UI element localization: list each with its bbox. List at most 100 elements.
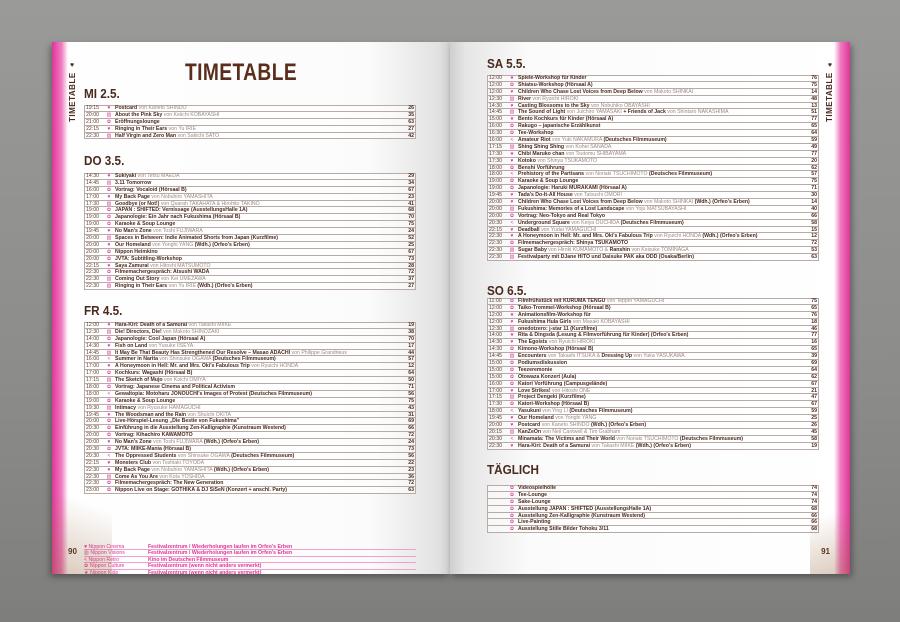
page-number: 90 bbox=[68, 547, 77, 556]
square-icon: ▥ bbox=[106, 234, 112, 241]
event-title: Our Homeland von Yonghi YANG (Wdh.) (Orf… bbox=[115, 242, 403, 248]
event-name: JAPAN : SHIFTED: Vernissage (Ausstellung… bbox=[115, 207, 248, 214]
event-credit: von Teppei YAMAGUCHI bbox=[605, 298, 665, 305]
page-ref: 45 bbox=[811, 428, 817, 435]
event-title: Filmemachergespräch: Shinya TSUKAMOTO bbox=[518, 240, 806, 246]
time: 19:00 bbox=[86, 207, 99, 214]
schedule-row: 20:30 < The Oppressed Students von Shinsuk… bbox=[84, 453, 416, 460]
event-name: Intimacy bbox=[115, 404, 137, 411]
event-credit: von Nobuhiko OBAYASHI bbox=[589, 102, 650, 109]
event-credit: von Toshi FUJIWARA bbox=[151, 228, 203, 235]
schedule-row: 20:00 ✿ Vortrag: Kihachiro KAWAMOTO 72 bbox=[84, 432, 416, 440]
schedule-row: 16:00 < Amateur Riot von Yuki NAKAMURA (De… bbox=[487, 137, 819, 144]
schedule-row: 17:30 ♥ Kotoko von Shinya TSUKAMOTO 20 bbox=[487, 158, 819, 165]
event-name: Project Dengeki (Kurzfilme) bbox=[518, 394, 586, 401]
event-name: Ausstellung JAPAN : SHIFTED (Ausstellung… bbox=[518, 505, 652, 512]
schedule-table: 12:00 ★ Spiele-Workshop für Kinder 76 12:00 ✿… bbox=[487, 75, 819, 262]
event-name: Gewaltopia: Motoharu JONOUCHI's Images o… bbox=[115, 390, 312, 397]
flower-icon: ✿ bbox=[84, 563, 89, 570]
schedule-row: 17:30 ★ Chibi Maruko chan von Tsutomu SHIB… bbox=[487, 151, 819, 158]
schedule-row: 20:00 ✿ Live-Hörspiel-Lesung „Die Bestie v… bbox=[84, 418, 416, 426]
time: 16:30 bbox=[489, 130, 502, 137]
flower-icon: ✿ bbox=[106, 221, 112, 228]
schedule-table: ✿ Videospielhölle 74 ✿ Tee-Lounge 74 ✿ Sake-Lou… bbox=[487, 485, 819, 534]
event-title: Amateur Riot von Yuki NAKAMURA (Deutsche… bbox=[518, 137, 806, 143]
legend-location: Kino im Deutschen Filmmuseum bbox=[148, 556, 229, 563]
schedule-row: 12:00 ✿ Shiatsu-Workshop (Hörsaal A) 75 bbox=[487, 82, 819, 89]
event-name: Ranshin bbox=[609, 247, 631, 254]
event-title: Ringing in Their Ears von Yu IRIE (Wdh.)… bbox=[115, 283, 403, 289]
time: 12:00 bbox=[86, 322, 99, 329]
page-ref: 16 bbox=[811, 339, 817, 346]
event-title: Karaoke & Soup Lounge bbox=[518, 178, 806, 184]
event-credit: von Yoju MATSUBAYASHI bbox=[624, 205, 687, 212]
page-ref: 70 bbox=[408, 214, 414, 221]
time: 17:15 bbox=[489, 394, 502, 401]
day-heading: SO 6.5. bbox=[487, 283, 527, 298]
event-credit: von Yuka YASUKAWA bbox=[632, 353, 685, 360]
chevron-left-icon: < bbox=[510, 171, 514, 178]
square-icon: ▥ bbox=[106, 349, 112, 356]
page-ref: 49 bbox=[811, 143, 817, 150]
event-name: Vortrag: Japanese Cinema and Political A… bbox=[115, 383, 235, 390]
time: 19:45 bbox=[86, 228, 99, 235]
schedule-row: 14:00 ★ Rita & Dingsda (Lesung & Filmvorfü… bbox=[487, 332, 819, 340]
event-title: Vortrag: Japanese Cinema and Political A… bbox=[115, 384, 403, 390]
schedule-row: 19:15 ♥ Postcard von Kaneto SHINDO 26 bbox=[84, 105, 416, 112]
event-title: Deadball von Yudai YAMAGUCHI bbox=[518, 227, 806, 233]
page-ref: 76 bbox=[811, 75, 817, 82]
time: 20:00 bbox=[86, 255, 99, 262]
event-name: Goodbye (or Not!) bbox=[115, 200, 160, 207]
flower-icon: ✿ bbox=[509, 130, 515, 137]
event-title: Karaoke & Soup Lounge bbox=[115, 221, 403, 227]
page-ref: 19 bbox=[811, 442, 817, 449]
page-ref: 64 bbox=[811, 130, 817, 137]
event-name: Children Who Chase Lost Voices from Deep… bbox=[518, 198, 643, 205]
time: 14:30 bbox=[86, 173, 99, 180]
heart-icon: ♥ bbox=[510, 318, 514, 325]
event-credit: von Yudai YAMAGUCHI bbox=[539, 226, 597, 233]
event-credit: von Makoto SHINOZAKI bbox=[161, 328, 220, 335]
event-name: Katori Vorführung (Campusgelände) bbox=[518, 380, 608, 387]
flower-icon: ✿ bbox=[106, 335, 112, 342]
time: 20:30 bbox=[86, 452, 99, 459]
event-credit: von Hitoshi MATSUMOTO bbox=[148, 262, 211, 269]
page-ref: 70 bbox=[408, 335, 414, 342]
heart-icon: ♥ bbox=[107, 262, 111, 269]
event-name: Prehistory of the Partisans bbox=[518, 171, 585, 178]
event-name: Ausstellung Zen-Kalligraphie (Kunstraum … bbox=[518, 512, 646, 519]
event-title: Yasukuni von Ying LI (Deutsches Filmmuse… bbox=[518, 408, 806, 414]
event-credit: von Ying LI bbox=[540, 408, 570, 415]
time: 14:30 bbox=[489, 339, 502, 346]
event-title: KanZeOn von Neil Cantwell & Tim Grabham bbox=[518, 429, 806, 435]
square-icon: ▥ bbox=[509, 109, 515, 116]
event-title: A Honeymoon in Hell: Mr. and Mrs. Oki's … bbox=[518, 233, 806, 239]
event-credit: von Shintaro NAKASHIMA bbox=[665, 109, 729, 116]
page-ref: 12 bbox=[408, 363, 414, 370]
square-icon: ▥ bbox=[106, 404, 112, 411]
event-title: Shiatsu-Workshop (Hörsaal A) bbox=[518, 82, 806, 88]
event-title: Postcard von Kaneto SHINDO bbox=[115, 105, 403, 111]
flower-icon: ✿ bbox=[509, 164, 515, 171]
time: 14:45 bbox=[86, 349, 99, 356]
event-name: Karaoke & Soup Lounge bbox=[115, 221, 176, 228]
event-name: Teezeremonie bbox=[518, 366, 553, 373]
event-name: Kimono-Workshop (Hörsaal B) bbox=[518, 346, 594, 353]
schedule-row: 20:30 < Underground Square von Keiya OUCHI… bbox=[487, 220, 819, 227]
event-title: Japanologie: Haruki MURAKAMI (Hörsaal A) bbox=[518, 185, 806, 191]
event-title: Children Who Chase Lost Voices from Deep… bbox=[518, 199, 806, 205]
event-title: Spaces in Between: Indie Animated Shorts… bbox=[115, 235, 403, 241]
event-title: Videospielhölle bbox=[518, 485, 806, 491]
time: 19:45 bbox=[489, 192, 502, 199]
page-ref: 77 bbox=[811, 150, 817, 157]
page-ref: 73 bbox=[408, 255, 414, 262]
time: 12:30 bbox=[489, 95, 502, 102]
schedule-row: 14:30 ✿ Kimono-Workshop (Hörsaal B) 65 bbox=[487, 346, 819, 354]
event-title: Animationsfilm-Workshop für bbox=[518, 312, 806, 318]
time: 15:00 bbox=[489, 373, 502, 380]
time: 17:15 bbox=[489, 143, 502, 150]
time: 19:45 bbox=[86, 411, 99, 418]
time: 18:00 bbox=[86, 383, 99, 390]
event-name: Fukushima: Memories of a Lost Landscape bbox=[518, 205, 625, 212]
flower-icon: ✿ bbox=[509, 485, 515, 492]
